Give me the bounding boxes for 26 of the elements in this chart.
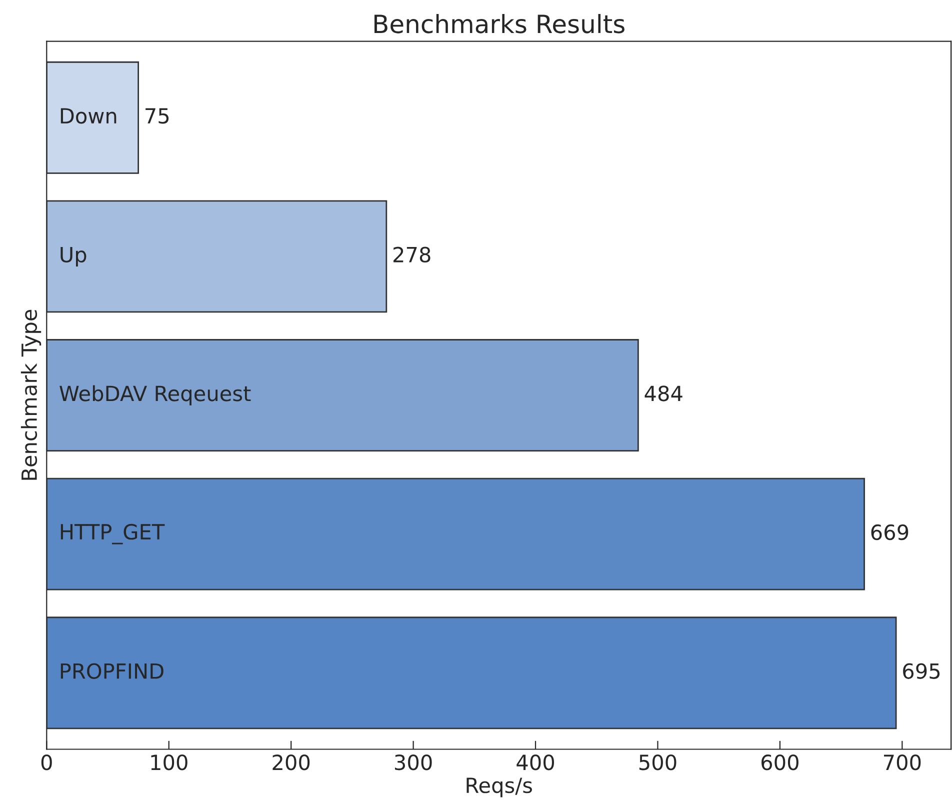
data-label: 669 [871, 524, 908, 540]
x-tick-label: 500 [639, 754, 676, 770]
x-tick-label: 100 [151, 754, 188, 770]
x-tick-label: 600 [762, 754, 798, 770]
data-label: 278 [393, 246, 430, 263]
y-tick-label: PROPFIND [60, 663, 164, 679]
y-axis-title: Benchmark Type [20, 310, 42, 480]
x-tick-label: 400 [516, 754, 554, 770]
x-tick-label: 200 [272, 754, 310, 770]
x-tick-label: 300 [395, 754, 432, 770]
bar [46, 200, 388, 313]
bar [46, 339, 639, 452]
bar [46, 61, 140, 174]
data-label: 75 [146, 108, 169, 124]
y-tick-label: WebDAV Reqeuest [60, 385, 251, 406]
x-tick-label: 700 [884, 754, 921, 770]
x-axis-title: Reqs/s [466, 778, 532, 798]
bar [46, 616, 897, 730]
y-tick-label: Down [60, 108, 116, 124]
data-label: 695 [903, 663, 940, 679]
data-label: 484 [644, 386, 682, 402]
y-tick-label: HTTP_GET [60, 524, 165, 544]
bar [46, 478, 865, 590]
x-tick-label: 0 [41, 754, 52, 770]
chart-title: Benchmarks Results [374, 14, 624, 34]
y-tick-label: Up [60, 247, 86, 267]
